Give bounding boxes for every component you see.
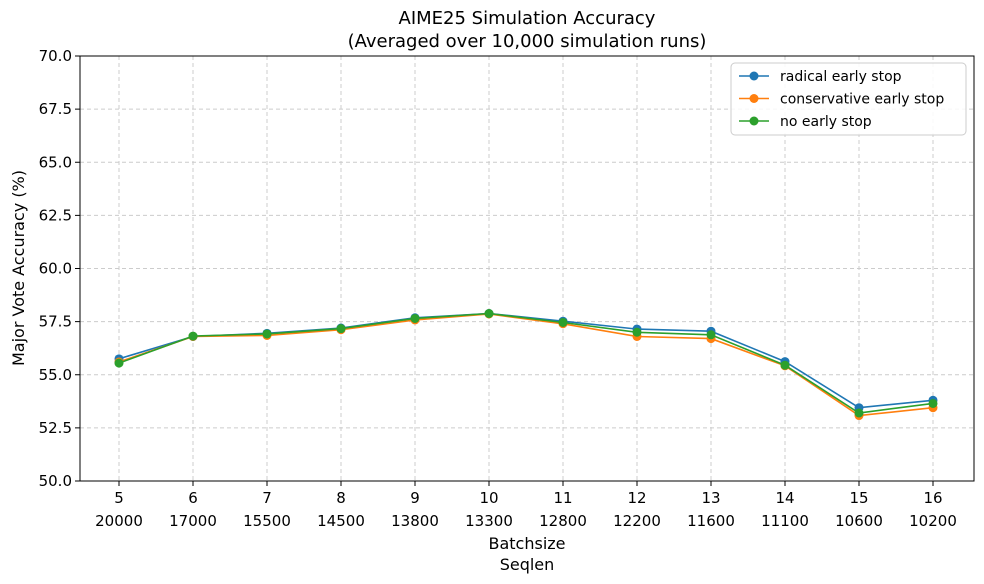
x-tick-label-batchsize: 15 [849, 489, 868, 507]
y-tick-label: 65.0 [39, 153, 72, 171]
legend-box [730, 62, 967, 136]
x-axis-label: Batchsize [488, 534, 565, 553]
y-tick-label: 57.5 [39, 313, 72, 331]
x-tick-label-seqlen: 13800 [391, 512, 439, 530]
y-tick-label: 67.5 [39, 100, 72, 118]
x-tick-label-batchsize: 6 [188, 489, 198, 507]
series-group [114, 309, 938, 421]
legend-label: no early stop [780, 114, 872, 130]
x-tick-label-batchsize: 9 [410, 489, 420, 507]
data-point [410, 313, 420, 323]
plot-frame [79, 55, 975, 482]
x-tick-label-batchsize: 10 [479, 489, 498, 507]
x-tick-label-seqlen: 14500 [317, 512, 365, 530]
data-point [632, 327, 642, 337]
data-point [854, 408, 864, 418]
x-tick-label-batchsize: 8 [336, 489, 346, 507]
x-tick-label-seqlen: 20000 [95, 512, 143, 530]
chart-subtitle: (Averaged over 10,000 simulation runs) [348, 31, 707, 52]
y-tick-label: 55.0 [39, 366, 72, 384]
x-tick-label-seqlen: 15500 [243, 512, 291, 530]
x-tick-label-seqlen: 10200 [909, 512, 957, 530]
x-axis-label-secondary: Seqlen [500, 555, 555, 574]
x-tick-label-seqlen: 17000 [169, 512, 217, 530]
y-axis-label: Major Vote Accuracy (%) [9, 170, 28, 366]
x-axis: 5200006170007155008145009138001013300111… [95, 481, 957, 530]
x-tick-label-batchsize: 11 [553, 489, 572, 507]
legend-swatch-marker [749, 116, 759, 126]
x-tick-label-batchsize: 13 [701, 489, 720, 507]
legend-label: radical early stop [780, 69, 902, 85]
y-axis: 50.0 52.5 55.0 57.5 60.0 62.5 65.0 67.5 70.0 [39, 47, 80, 490]
x-tick-label-batchsize: 5 [114, 489, 124, 507]
x-tick-label-seqlen: 12800 [539, 512, 587, 530]
series-line-1 [118, 313, 934, 417]
series-line-2 [118, 312, 934, 414]
y-tick-label: 50.0 [39, 472, 72, 490]
series-line-0 [118, 312, 934, 409]
y-tick-label: 60.0 [39, 260, 72, 278]
x-tick-label-batchsize: 7 [262, 489, 272, 507]
y-tick-label: 52.5 [39, 419, 72, 437]
legend-swatch-marker [749, 71, 759, 81]
data-point [336, 324, 346, 334]
legend-swatch-marker [749, 94, 759, 103]
y-tick-label: 62.5 [39, 206, 72, 224]
data-point [928, 398, 938, 408]
data-point [706, 330, 716, 340]
x-tick-label-seqlen: 13300 [465, 512, 513, 530]
x-tick-label-seqlen: 11600 [687, 512, 735, 530]
data-point [780, 360, 790, 370]
x-tick-label-seqlen: 10600 [835, 512, 883, 530]
y-tick-label: 70.0 [39, 47, 72, 65]
data-point [484, 309, 494, 319]
x-tick-label-batchsize: 12 [627, 489, 646, 507]
legend-label: conservative early stop [780, 92, 944, 108]
chart-title: AIME25 Simulation Accuracy [399, 8, 656, 29]
data-point [558, 317, 568, 327]
data-point [188, 331, 198, 341]
legend: radical early stop conservative early sto… [730, 62, 967, 136]
x-tick-label-batchsize: 16 [923, 489, 942, 507]
data-point [114, 358, 124, 368]
x-tick-label-batchsize: 14 [775, 489, 794, 507]
x-tick-label-seqlen: 11100 [761, 512, 809, 530]
data-point [262, 329, 272, 339]
x-tick-label-seqlen: 12200 [613, 512, 661, 530]
